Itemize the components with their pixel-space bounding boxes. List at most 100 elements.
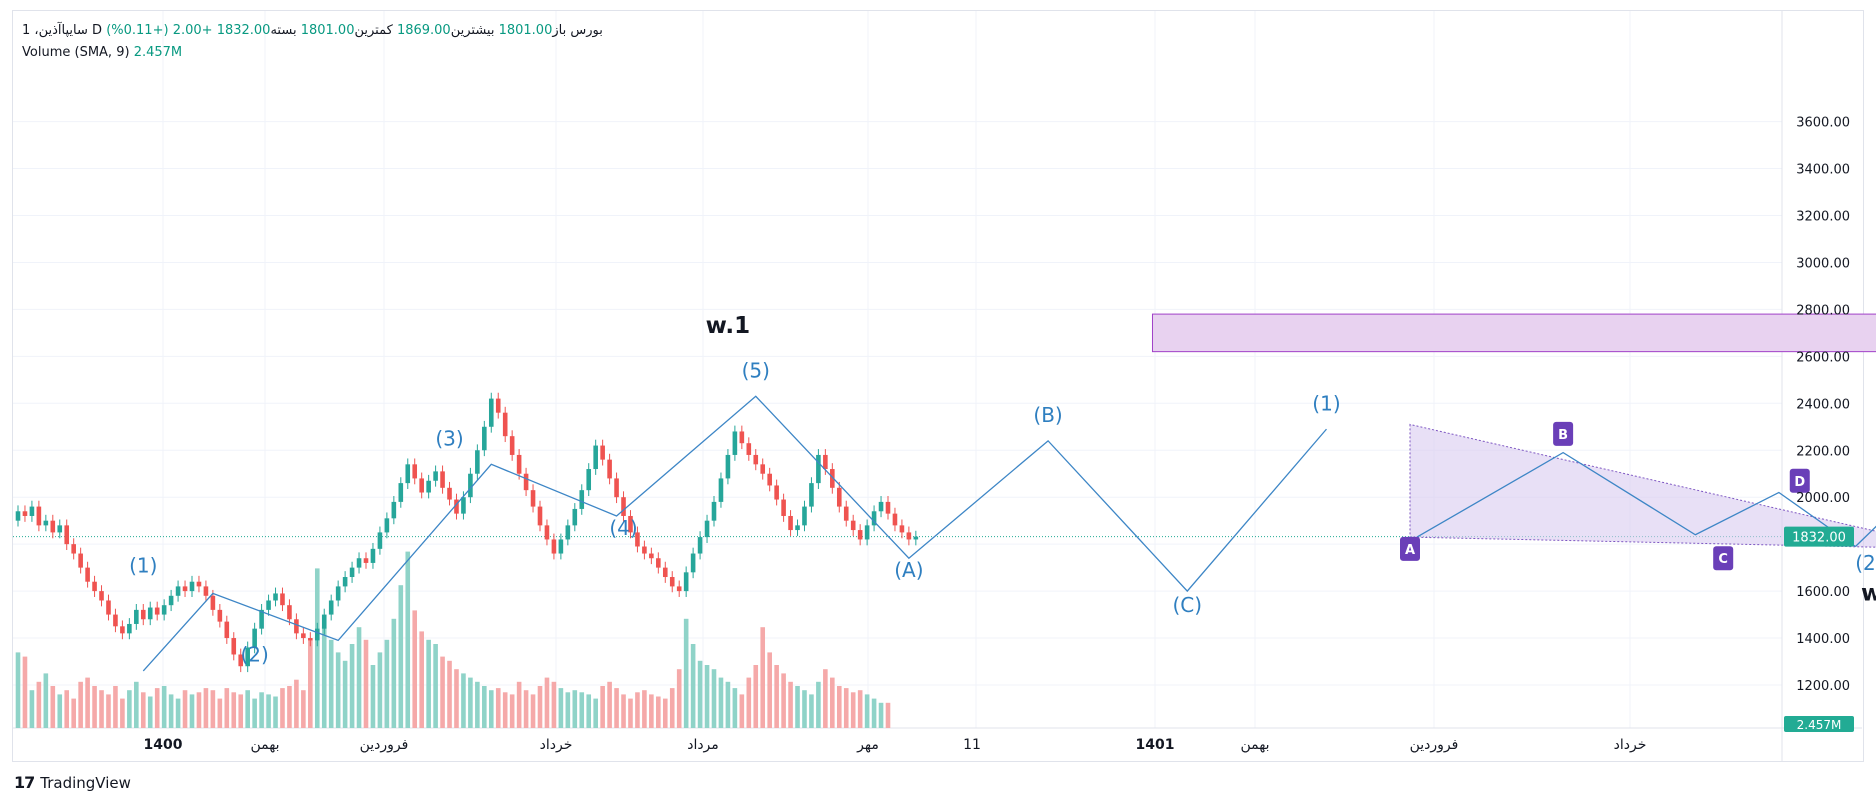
candle-body [349,567,355,578]
candle-body [468,473,473,498]
volume-bar [795,686,800,728]
candle-body [795,525,800,531]
time-tick-label: بهمن [1240,737,1269,753]
candle-body [120,626,125,634]
wave-line [142,395,1327,672]
wave-line [1854,525,1876,547]
wave-label: (B) [1033,403,1062,427]
volume-bar [238,694,244,728]
wave-title: w.2 [1861,580,1876,606]
chart-frame [12,10,1864,762]
volume-bar [621,694,626,728]
candle-body [802,506,807,526]
volume-bar [788,681,793,728]
candle-body [711,501,717,521]
volume-bar [22,656,28,728]
volume-bar [760,627,766,728]
candle-body [454,499,459,514]
candle-body [767,473,772,486]
volume-bar [301,690,306,728]
candle-body [830,469,835,488]
timeframe[interactable]: D [92,23,103,38]
volume-bar [676,669,682,728]
volume-bar [433,644,438,728]
candle-body [913,536,919,540]
volume-bar [78,681,83,728]
triangle-badge-label: A [1405,543,1415,558]
candle-body [224,621,230,639]
candle-body [154,607,160,615]
volume-bar [356,627,362,728]
candle-body [342,577,348,587]
candle-body [788,515,793,531]
candle-body [530,490,536,507]
volume-bar [147,696,153,728]
ohlc-row: سایپاآذین، 1 D بورس باز1801.00 بیشترین18… [22,20,603,42]
candle-body [440,471,445,488]
volume-label[interactable]: Volume [22,45,71,60]
candle-body [642,546,647,554]
volume-bar [551,681,557,728]
volume-bar [704,665,710,728]
symbol-name[interactable]: سایپاآذین، 1 [22,23,88,38]
candle-body [287,605,292,620]
candle-body [377,532,383,549]
volume-bar [440,656,445,728]
volume-bar [614,688,619,728]
volume-bar [537,686,543,728]
volume-bar [168,694,174,728]
volume-bars [15,551,891,728]
volume-bar [92,686,97,728]
candle-body [488,398,494,427]
candle-body [419,478,424,493]
volume-bar [669,688,675,728]
tradingview-logo-icon: 17 [14,773,35,792]
candle-body [502,412,508,437]
candle-body [565,525,571,540]
candle-body [516,454,522,474]
volume-bar [134,681,139,728]
volume-bar [426,639,431,728]
volume-bar [113,686,118,728]
candle-body [314,628,320,641]
tradingview-logo[interactable]: 17 TradingView [14,773,131,792]
volume-bar [642,690,647,728]
triangle-badge [1789,468,1810,493]
candle-body [558,539,564,554]
triangle-badge [1553,421,1574,446]
volume-bar [314,568,320,728]
volume-bar [127,690,132,728]
triangle-shape [1409,423,1876,548]
volume-tag [1784,716,1854,732]
candle-body [760,464,766,474]
candle-body [231,638,237,655]
volume-bar [245,690,250,728]
close-value: 1832.00 [216,23,271,38]
time-tick-label: فروردین [1410,737,1459,753]
volume-bar [753,665,759,728]
candle-body [71,544,76,554]
candle-body [732,431,738,455]
candle-body [621,497,626,516]
volume-tag-value: 2.457M [1797,718,1842,732]
volume-bar [475,681,480,728]
volume-bar [335,652,341,728]
candle-body [294,619,299,634]
wave-label: (1) [129,553,157,577]
volume-bar [217,698,223,728]
last-price-tag [1784,526,1854,547]
candle-body [301,633,306,639]
volume-bar [252,698,257,728]
volume-bar [544,677,550,728]
price-tick-label: 2000.00 [1796,491,1850,506]
time-tick-label: 11 [963,737,981,753]
candle-body [252,628,257,648]
volume-bar [321,627,327,728]
candle-body [356,558,362,568]
candle-body [537,506,543,526]
price-tick-label: 2600.00 [1796,350,1850,365]
volume-bar [203,688,209,728]
volume-bar [488,690,494,728]
volume-bar [656,696,661,728]
